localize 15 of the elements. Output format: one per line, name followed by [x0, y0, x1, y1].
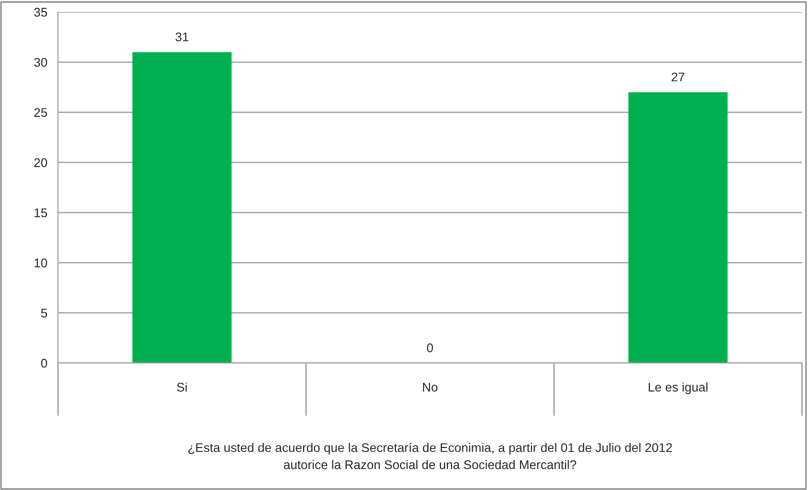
x-axis-title: ¿Esta usted de acuerdo que la Secretaría de Econimia, a partir del 01 de Julio del 2012 autorice la Razon Social de una Sociedad Mercantil? — [188, 442, 672, 470]
y-tick-label: 0 — [41, 358, 48, 368]
y-tick-label: 35 — [34, 8, 48, 17]
data-label: 27 — [672, 72, 684, 82]
y-tick-label: 15 — [34, 208, 48, 218]
x-tick-label: Le es igual — [648, 382, 708, 394]
y-tick-label: 30 — [34, 58, 48, 67]
y-tick-label: 20 — [34, 158, 48, 168]
data-label: 31 — [176, 32, 188, 42]
x-tick-label: Si — [177, 382, 187, 392]
y-tick-label: 25 — [34, 108, 48, 117]
y-tick-label: 10 — [34, 258, 48, 268]
x-tick-label: No — [423, 382, 438, 392]
data-label: 0 — [427, 343, 433, 352]
y-tick-label: 5 — [41, 308, 48, 318]
